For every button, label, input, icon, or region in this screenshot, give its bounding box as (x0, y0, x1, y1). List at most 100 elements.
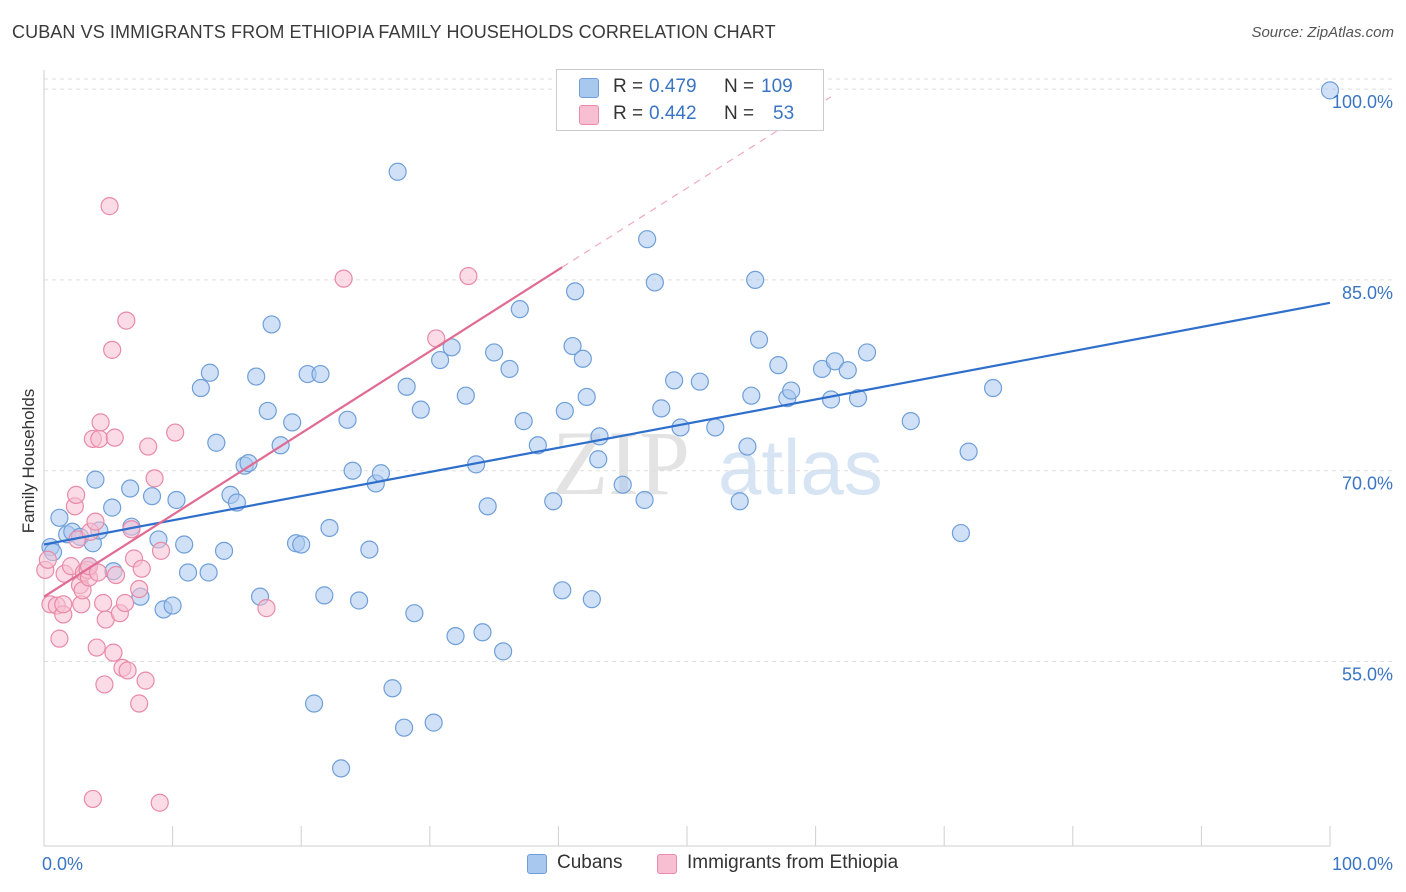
data-point (456, 386, 475, 405)
data-point (151, 541, 171, 560)
data-point (239, 453, 258, 473)
series-cubans (41, 81, 1340, 778)
data-point (589, 450, 608, 469)
data-point (191, 378, 210, 398)
trend-line-ethiopia (43, 266, 563, 598)
data-point (257, 599, 276, 618)
y-tick-label: 100.0% (1332, 92, 1393, 112)
data-point (573, 349, 592, 368)
data-point (91, 413, 110, 432)
axes (43, 70, 1331, 847)
y-axis-title: Family Households (19, 389, 38, 534)
data-point (207, 433, 226, 452)
data-point (315, 586, 334, 605)
data-point (394, 718, 414, 737)
r-label: R = (613, 103, 644, 124)
data-point (782, 381, 801, 400)
data-point (838, 361, 857, 380)
data-point (150, 793, 169, 812)
data-point (167, 490, 186, 510)
data-point (139, 437, 158, 456)
x-tick-label: 0.0% (42, 854, 83, 874)
data-point (613, 475, 632, 494)
ethiopia-legend-label: Immigrants from Ethiopia (687, 852, 899, 873)
data-point (130, 694, 149, 713)
data-point (690, 372, 709, 391)
data-point (746, 270, 765, 290)
data-point (742, 386, 761, 405)
data-point (582, 590, 601, 609)
data-point (566, 282, 585, 301)
watermark: ZIP atlas (552, 412, 883, 514)
data-point (959, 442, 978, 461)
n-value: 53 (773, 103, 795, 124)
data-point (304, 694, 324, 713)
data-point (100, 197, 119, 216)
data-point (106, 565, 126, 585)
cubans-legend-label: Cubans (557, 852, 623, 873)
data-point (405, 604, 424, 623)
data-point (83, 789, 102, 809)
data-point (67, 485, 86, 504)
data-point (86, 470, 105, 489)
trend-lines (43, 96, 1331, 598)
ethiopia-swatch (579, 105, 599, 125)
data-point (343, 461, 362, 480)
data-point (510, 300, 529, 319)
source-label: Source: ZipAtlas.com (1251, 24, 1394, 41)
data-point (87, 638, 106, 657)
y-tick-label: 85.0% (1342, 283, 1393, 303)
data-point (262, 315, 281, 334)
watermark-zip: ZIP (552, 412, 690, 514)
data-point (430, 350, 450, 370)
data-point (199, 563, 218, 582)
data-point (118, 661, 137, 680)
data-point (951, 523, 971, 543)
data-point (360, 540, 379, 559)
data-point (103, 498, 122, 517)
data-point (563, 336, 582, 356)
data-point (652, 399, 671, 418)
data-point (86, 512, 105, 531)
data-point (121, 479, 140, 498)
chart-title: CUBAN VS IMMIGRANTS FROM ETHIOPIA FAMILY… (12, 22, 776, 42)
data-point (103, 340, 122, 359)
cubans-legend-swatch (527, 854, 547, 874)
data-point (424, 713, 443, 732)
data-point (175, 535, 194, 554)
data-point (555, 401, 574, 421)
data-point (132, 559, 151, 578)
data-point (848, 389, 868, 408)
data-point (494, 642, 513, 661)
data-point (338, 410, 357, 429)
data-point (283, 413, 302, 432)
r-label: R = (613, 76, 644, 97)
data-point (485, 343, 504, 362)
cubans-swatch (579, 78, 599, 98)
data-point (553, 581, 572, 600)
data-point (94, 593, 113, 613)
data-point (446, 626, 465, 646)
r-value: 0.479 (649, 76, 697, 97)
x-tick-label: 100.0% (1332, 854, 1393, 874)
data-point (104, 643, 123, 662)
data-point (983, 378, 1003, 398)
data-point (665, 371, 684, 390)
data-point (54, 595, 73, 614)
data-point (178, 563, 198, 582)
data-point (105, 428, 124, 447)
data-point (258, 401, 277, 421)
data-point (311, 364, 330, 384)
r-value: 0.442 (649, 103, 697, 124)
data-point (821, 390, 841, 409)
data-point (115, 593, 135, 613)
trend-line-cubans (43, 301, 1331, 546)
n-label: N = (724, 103, 755, 124)
stats-legend: R = 0.479 N = 109 R = 0.442 N = 53 (556, 69, 824, 131)
data-point (514, 412, 533, 431)
data-point (95, 675, 114, 694)
data-point (292, 535, 311, 554)
data-point (90, 429, 109, 449)
data-point (145, 469, 164, 488)
